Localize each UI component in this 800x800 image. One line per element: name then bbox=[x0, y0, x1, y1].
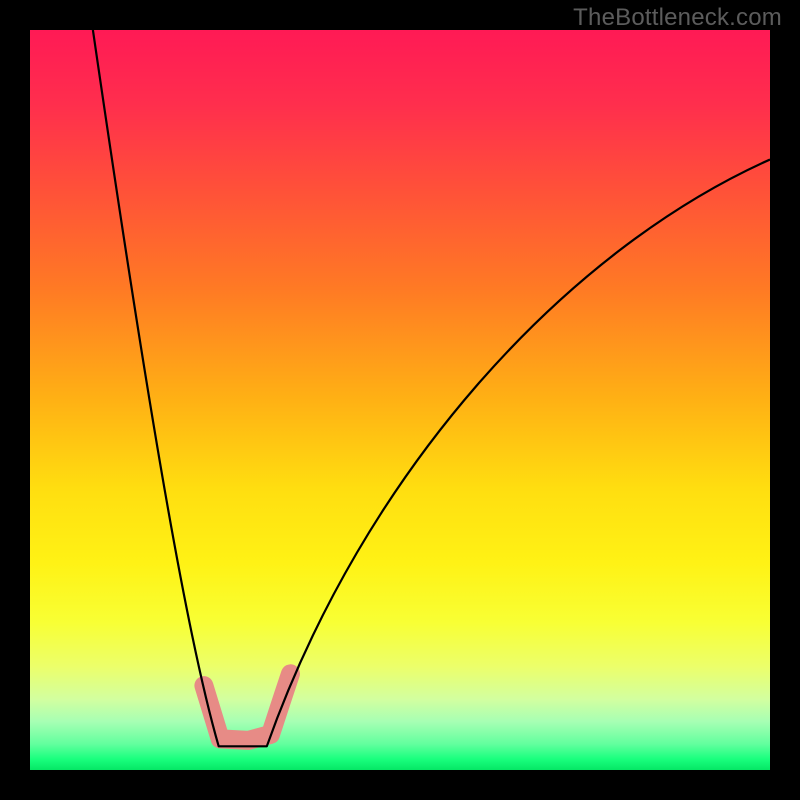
outer-frame: TheBottleneck.com bbox=[0, 0, 800, 800]
bottleneck-curve-chart bbox=[30, 30, 770, 770]
bottleneck-curve bbox=[93, 30, 770, 746]
plot-area bbox=[30, 30, 770, 770]
watermark-text: TheBottleneck.com bbox=[573, 4, 782, 32]
optimum-marker bbox=[204, 674, 291, 741]
